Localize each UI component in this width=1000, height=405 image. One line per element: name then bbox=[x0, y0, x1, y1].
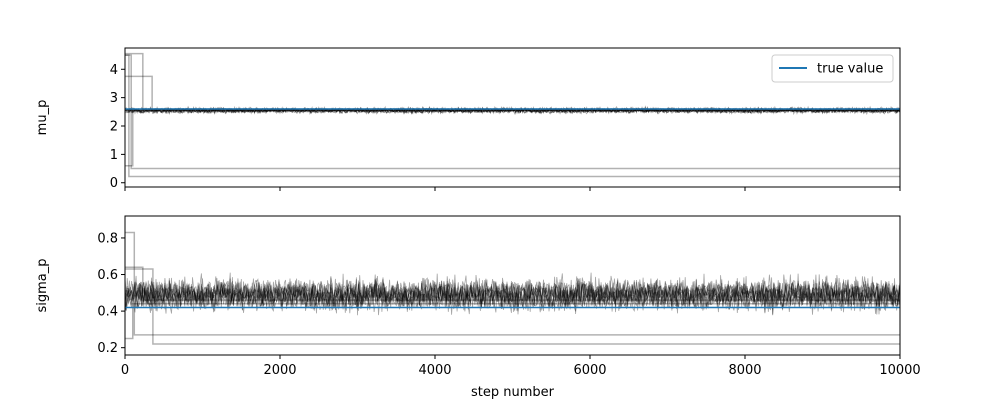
y-tick-label: 0.4 bbox=[97, 305, 118, 320]
mu-p-panel: 0 1 2 3 4 mu_p true value bbox=[35, 47, 901, 191]
y-tick-label: 0.8 bbox=[97, 231, 118, 246]
walker-trace bbox=[124, 105, 901, 115]
y-tick-label: 1 bbox=[110, 148, 118, 163]
mu-p-ticks: 0 1 2 3 4 bbox=[110, 63, 901, 191]
stuck-walker-trace bbox=[125, 109, 900, 167]
y-tick-label: 4 bbox=[110, 63, 118, 78]
walker-trace bbox=[124, 274, 901, 316]
x-tick-label: 10000 bbox=[879, 363, 920, 378]
sigma-p-ylabel: sigma_p bbox=[35, 258, 50, 312]
walker-trace bbox=[124, 274, 901, 314]
y-tick-label: 0.6 bbox=[97, 268, 118, 283]
mu-p-ylabel: mu_p bbox=[35, 100, 50, 136]
x-tick-label: 6000 bbox=[573, 363, 606, 378]
x-tick-label: 4000 bbox=[418, 363, 451, 378]
stuck-walker-trace bbox=[125, 266, 900, 301]
sigma-p-panel: 0.2 0.4 0.6 0.8 0 2000 4000 6000 8000 10000 sigma… bbox=[35, 215, 921, 400]
sigma-p-walkers bbox=[124, 231, 901, 345]
y-tick-label: 0.2 bbox=[97, 341, 118, 356]
stuck-walker-trace bbox=[125, 75, 900, 112]
walker-trace bbox=[124, 105, 901, 116]
walker-trace bbox=[124, 272, 901, 315]
y-tick-label: 3 bbox=[110, 91, 118, 106]
walker-trace bbox=[124, 273, 901, 315]
walker-trace bbox=[124, 275, 901, 314]
walker-trace bbox=[124, 274, 901, 315]
stuck-walker-trace bbox=[125, 268, 900, 345]
sigma-p-axes-frame bbox=[124, 215, 901, 356]
walker-trace bbox=[124, 273, 901, 315]
y-tick-label: 2 bbox=[110, 120, 118, 135]
x-tick-label: 0 bbox=[121, 363, 129, 378]
sigma-p-ticks: 0.2 0.4 0.6 0.8 0 2000 4000 6000 8000 10000 bbox=[97, 231, 920, 378]
mu-p-legend: true value bbox=[771, 54, 894, 83]
mu-p-axes-frame bbox=[124, 47, 901, 188]
stuck-walker-trace bbox=[125, 231, 900, 336]
stuck-walker-trace bbox=[125, 54, 900, 178]
x-tick-label: 8000 bbox=[728, 363, 761, 378]
x-tick-label: 2000 bbox=[263, 363, 296, 378]
legend-true-value-label: true value bbox=[817, 62, 883, 77]
stuck-walker-trace bbox=[125, 303, 900, 340]
sigma-p-xlabel: step number bbox=[471, 385, 555, 400]
stuck-walker-trace bbox=[125, 54, 900, 170]
walker-trace bbox=[124, 105, 901, 115]
legend-box bbox=[771, 54, 894, 83]
walker-trace bbox=[124, 275, 901, 316]
y-tick-label: 0 bbox=[110, 176, 118, 191]
walker-trace bbox=[124, 274, 901, 315]
walker-trace bbox=[124, 272, 901, 316]
